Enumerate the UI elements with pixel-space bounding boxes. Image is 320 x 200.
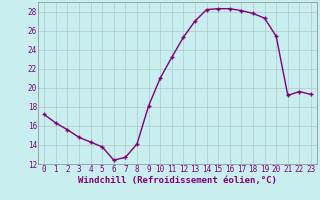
X-axis label: Windchill (Refroidissement éolien,°C): Windchill (Refroidissement éolien,°C) [78, 176, 277, 185]
